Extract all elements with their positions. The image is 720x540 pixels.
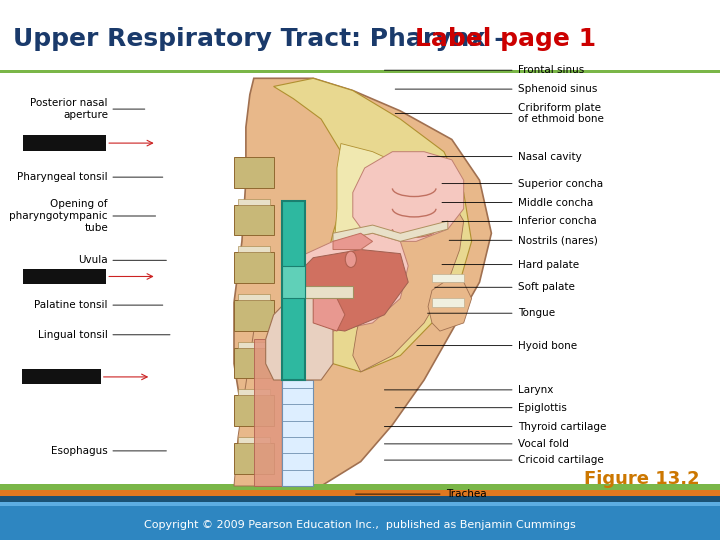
Bar <box>0 490 720 496</box>
Text: Posterior nasal
aperture: Posterior nasal aperture <box>30 98 108 120</box>
Text: Label page 1: Label page 1 <box>415 27 596 51</box>
Polygon shape <box>301 286 353 299</box>
Polygon shape <box>238 437 270 443</box>
Text: Copyright © 2009 Pearson Education Inc.,  published as Benjamin Cummings: Copyright © 2009 Pearson Education Inc.,… <box>144 520 576 530</box>
Ellipse shape <box>346 251 356 267</box>
Text: Upper Respiratory Tract: Pharynx -: Upper Respiratory Tract: Pharynx - <box>13 27 513 51</box>
Text: Thyroid cartilage: Thyroid cartilage <box>518 422 607 431</box>
Bar <box>23 135 107 151</box>
Polygon shape <box>254 339 282 486</box>
Polygon shape <box>353 192 464 372</box>
Text: Soft palate: Soft palate <box>518 282 575 292</box>
Polygon shape <box>234 205 274 235</box>
Text: Palatine tonsil: Palatine tonsil <box>35 300 108 310</box>
Polygon shape <box>274 78 472 372</box>
Polygon shape <box>234 331 282 486</box>
Text: Inferior concha: Inferior concha <box>518 217 597 226</box>
Text: Frontal sinus: Frontal sinus <box>518 65 585 75</box>
Text: Pharyngeal tonsil: Pharyngeal tonsil <box>17 172 108 182</box>
Text: Trachea: Trachea <box>446 489 487 499</box>
Text: Superior concha: Superior concha <box>518 179 603 188</box>
Text: Lingual tonsil: Lingual tonsil <box>38 330 108 340</box>
Text: Nasal cavity: Nasal cavity <box>518 152 582 161</box>
Bar <box>23 269 107 284</box>
Text: Cricoid cartilage: Cricoid cartilage <box>518 455 604 465</box>
Bar <box>0 502 720 506</box>
Polygon shape <box>432 299 464 307</box>
Text: Vocal fold: Vocal fold <box>518 439 570 449</box>
Text: Cribriform plate
of ethmoid bone: Cribriform plate of ethmoid bone <box>518 103 604 124</box>
Polygon shape <box>282 201 305 380</box>
Bar <box>0 506 720 540</box>
Bar <box>22 369 101 384</box>
Text: Hyoid bone: Hyoid bone <box>518 341 577 350</box>
Polygon shape <box>333 144 456 335</box>
Polygon shape <box>428 282 472 331</box>
Polygon shape <box>238 342 270 348</box>
Text: Sphenoid sinus: Sphenoid sinus <box>518 84 598 94</box>
Text: Tongue: Tongue <box>518 308 556 318</box>
Polygon shape <box>432 274 464 282</box>
Polygon shape <box>282 380 313 486</box>
Bar <box>0 484 720 490</box>
Polygon shape <box>238 246 270 252</box>
Text: Hard palate: Hard palate <box>518 260 580 269</box>
Polygon shape <box>238 389 270 395</box>
Text: Epiglottis: Epiglottis <box>518 403 567 413</box>
Polygon shape <box>234 348 274 379</box>
Text: Opening of
pharyngotympanic
tube: Opening of pharyngotympanic tube <box>9 199 108 233</box>
Polygon shape <box>353 152 464 241</box>
Text: Middle concha: Middle concha <box>518 198 594 207</box>
Polygon shape <box>238 199 270 205</box>
Polygon shape <box>313 291 345 331</box>
Bar <box>0 0 720 70</box>
Polygon shape <box>238 294 270 300</box>
Polygon shape <box>282 266 305 299</box>
Text: Uvula: Uvula <box>78 255 108 265</box>
Polygon shape <box>234 443 274 474</box>
Bar <box>0 496 720 502</box>
Text: Esophagus: Esophagus <box>51 446 108 456</box>
Polygon shape <box>234 252 274 283</box>
Text: Figure 13.2: Figure 13.2 <box>584 470 700 488</box>
Polygon shape <box>234 157 274 187</box>
Polygon shape <box>333 233 373 249</box>
Polygon shape <box>234 395 274 426</box>
Bar <box>0 70 720 73</box>
Text: Nostrils (nares): Nostrils (nares) <box>518 235 598 245</box>
Polygon shape <box>234 300 274 330</box>
Polygon shape <box>333 221 448 241</box>
Polygon shape <box>234 78 491 486</box>
Text: Larynx: Larynx <box>518 385 554 395</box>
Polygon shape <box>289 249 408 331</box>
Polygon shape <box>285 233 408 331</box>
Polygon shape <box>266 299 333 380</box>
